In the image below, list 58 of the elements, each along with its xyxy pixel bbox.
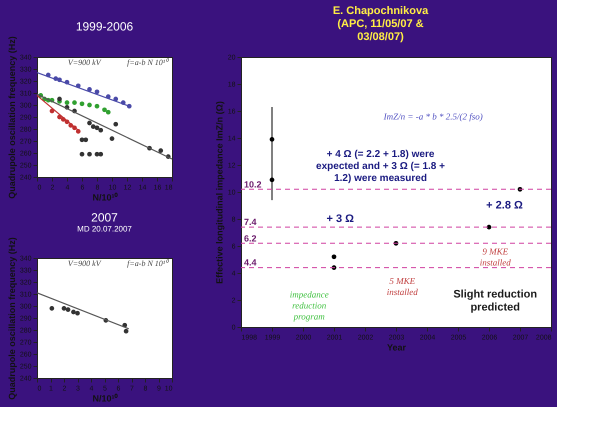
point bbox=[98, 152, 104, 157]
y-axis-title: Quadrupole oscillation frequency (Hz) bbox=[6, 36, 17, 199]
point bbox=[87, 120, 92, 126]
annotation: f=a-b N 10¹⁰ bbox=[127, 58, 170, 67]
point bbox=[124, 328, 128, 334]
point bbox=[57, 96, 62, 102]
x-axis-title: N/10¹⁰ bbox=[92, 192, 118, 202]
point bbox=[72, 100, 77, 105]
ref-line-label: 6.2 bbox=[244, 233, 257, 244]
point bbox=[106, 110, 111, 115]
annotation: + 4 Ω (= 2.2 + 1.8) were expected and + 3 Ω (= 1.8 + 1.2) were measured bbox=[316, 149, 446, 184]
point bbox=[94, 89, 100, 94]
annotation: + 2.8 Ω bbox=[486, 200, 523, 212]
point bbox=[83, 137, 88, 142]
ref-line-label: 10.2 bbox=[244, 179, 262, 190]
point bbox=[110, 136, 114, 141]
point bbox=[102, 107, 107, 112]
chart-title: 2007 bbox=[91, 210, 118, 225]
annotation: + 3 Ω bbox=[326, 213, 354, 225]
ref-line-label: 4.4 bbox=[244, 258, 257, 268]
point bbox=[158, 148, 164, 153]
chart-subtitle: MD 20.07.2007 bbox=[77, 224, 132, 234]
point bbox=[50, 306, 54, 311]
point bbox=[332, 254, 336, 260]
annotation: 5 MKE installed bbox=[386, 276, 418, 298]
annotation: impedance reduction program bbox=[290, 290, 329, 322]
text: E. Chapochnikova (APC, 11/05/07 & 03/08/07) bbox=[332, 5, 430, 44]
annotation: f=a-b N 10¹⁰ bbox=[127, 259, 170, 268]
y-axis-title: Effective longitudinal impedance ImZ/n (Ω) bbox=[214, 101, 225, 284]
point bbox=[98, 128, 104, 133]
annotation: Slight reduction predicted bbox=[453, 288, 538, 314]
annotation: V=900 kV bbox=[68, 259, 102, 268]
point bbox=[64, 100, 70, 105]
point bbox=[113, 122, 118, 127]
annotation: 9 MKE installed bbox=[480, 246, 512, 268]
point bbox=[94, 104, 100, 109]
point bbox=[113, 96, 118, 102]
chart-title: 1999-2006 bbox=[76, 20, 134, 34]
point bbox=[76, 129, 81, 134]
point bbox=[62, 306, 66, 311]
ref-line-label: 7.4 bbox=[244, 217, 257, 228]
point bbox=[486, 224, 492, 230]
point bbox=[50, 108, 54, 114]
point bbox=[87, 102, 92, 108]
point bbox=[90, 124, 96, 129]
point bbox=[94, 125, 100, 130]
x-axis-title: N/10¹⁰ bbox=[92, 394, 118, 404]
point bbox=[87, 152, 92, 157]
point bbox=[66, 307, 70, 312]
y-axis-title: Quadrupole oscillation frequency (Hz) bbox=[6, 237, 17, 400]
point bbox=[75, 310, 80, 316]
point bbox=[87, 87, 92, 92]
x-axis-title: Year bbox=[386, 342, 406, 352]
point bbox=[71, 310, 76, 314]
point bbox=[80, 101, 84, 106]
point bbox=[80, 152, 84, 157]
annotation: ImZ/n = -a * b * 2.5/(2 fso) bbox=[382, 111, 483, 122]
annotation: V=900 kV bbox=[68, 58, 102, 67]
